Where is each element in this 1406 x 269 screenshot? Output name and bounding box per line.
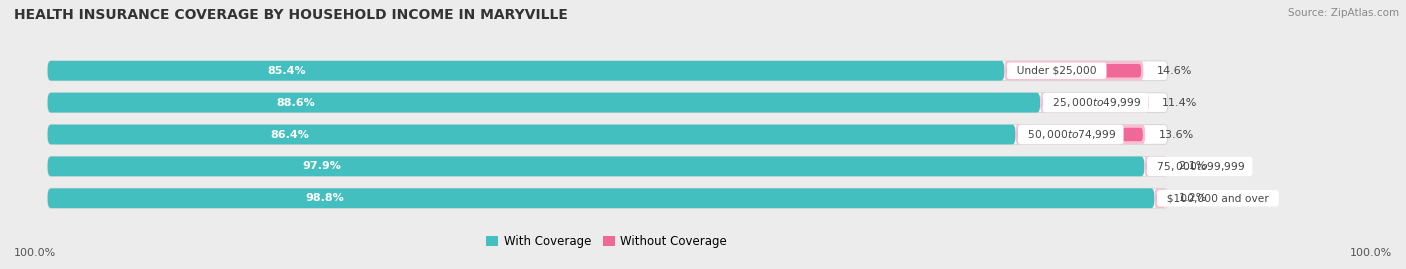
Text: 1.2%: 1.2% [1180, 193, 1208, 203]
Text: 100.0%: 100.0% [1350, 248, 1392, 258]
Text: 98.8%: 98.8% [305, 193, 343, 203]
FancyBboxPatch shape [48, 61, 1168, 81]
FancyBboxPatch shape [1040, 93, 1149, 112]
Text: 2.1%: 2.1% [1178, 161, 1206, 171]
FancyBboxPatch shape [1154, 189, 1166, 208]
FancyBboxPatch shape [48, 157, 1144, 176]
Text: $100,000 and over: $100,000 and over [1160, 193, 1275, 203]
Text: $75,000 to $99,999: $75,000 to $99,999 [1150, 160, 1249, 173]
Text: 86.4%: 86.4% [270, 129, 309, 140]
FancyBboxPatch shape [1004, 61, 1143, 80]
Text: $50,000 to $74,999: $50,000 to $74,999 [1021, 128, 1121, 141]
Text: 85.4%: 85.4% [267, 66, 307, 76]
FancyBboxPatch shape [1157, 192, 1164, 205]
FancyBboxPatch shape [1147, 160, 1163, 173]
Text: 13.6%: 13.6% [1159, 129, 1194, 140]
FancyBboxPatch shape [48, 125, 1015, 144]
Text: Source: ZipAtlas.com: Source: ZipAtlas.com [1288, 8, 1399, 18]
Text: 14.6%: 14.6% [1157, 66, 1192, 76]
Text: 100.0%: 100.0% [14, 248, 56, 258]
FancyBboxPatch shape [1007, 64, 1142, 77]
FancyBboxPatch shape [48, 188, 1168, 208]
Text: 11.4%: 11.4% [1163, 98, 1198, 108]
FancyBboxPatch shape [48, 157, 1168, 176]
Text: 97.9%: 97.9% [302, 161, 342, 171]
FancyBboxPatch shape [1042, 96, 1146, 109]
FancyBboxPatch shape [48, 61, 1004, 81]
FancyBboxPatch shape [48, 93, 1040, 112]
FancyBboxPatch shape [48, 188, 1154, 208]
Text: $25,000 to $49,999: $25,000 to $49,999 [1046, 96, 1144, 109]
FancyBboxPatch shape [1018, 128, 1143, 141]
FancyBboxPatch shape [1015, 125, 1144, 144]
FancyBboxPatch shape [48, 125, 1168, 144]
Text: 88.6%: 88.6% [277, 98, 315, 108]
Text: Under $25,000: Under $25,000 [1010, 66, 1104, 76]
FancyBboxPatch shape [1144, 157, 1164, 176]
Legend: With Coverage, Without Coverage: With Coverage, Without Coverage [481, 230, 733, 253]
FancyBboxPatch shape [48, 93, 1168, 112]
Text: HEALTH INSURANCE COVERAGE BY HOUSEHOLD INCOME IN MARYVILLE: HEALTH INSURANCE COVERAGE BY HOUSEHOLD I… [14, 8, 568, 22]
